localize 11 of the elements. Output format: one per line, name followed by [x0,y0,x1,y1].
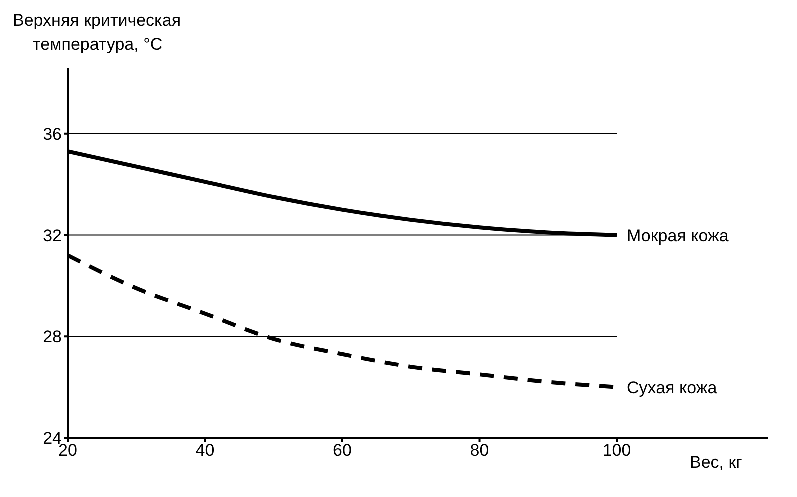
y-tick-label: 32 [43,226,62,246]
y-tick-label: 36 [43,124,62,144]
x-tick-label: 60 [333,441,352,460]
x-tick-label: 100 [602,441,632,460]
x-tick-label: 80 [470,441,490,460]
series-label: Сухая кожа [627,378,718,398]
series-label: Мокрая кожа [627,226,730,246]
y-tick-label: 28 [43,328,62,347]
y-axis-title: Верхняя критическая температура, °C [13,11,182,54]
x-tick-label: 40 [196,441,215,460]
x-axis-title: Вес, кг [690,453,742,472]
